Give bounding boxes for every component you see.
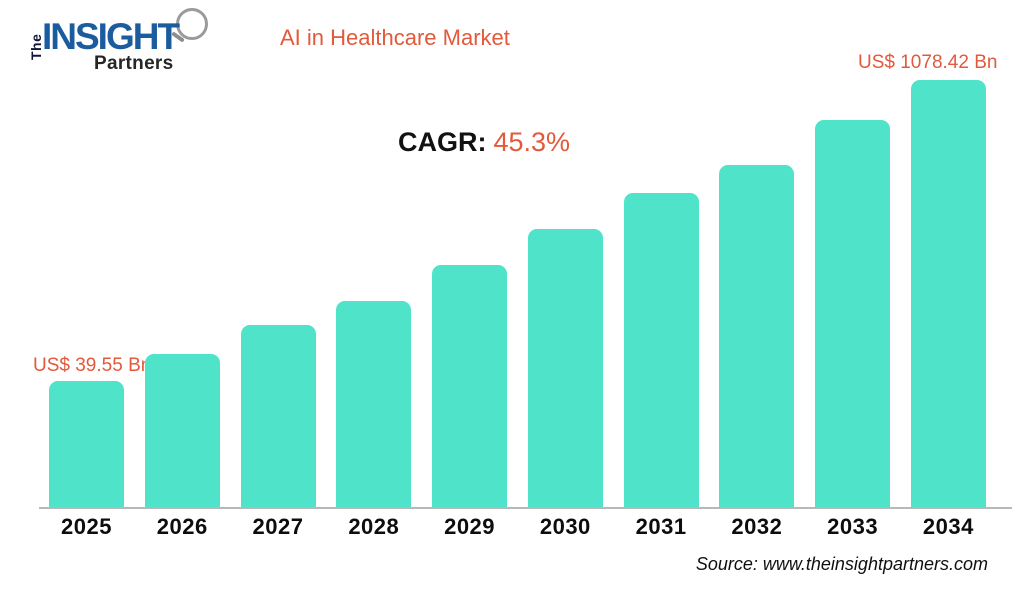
- first-bar-value-label: US$ 39.55 Bn: [33, 355, 152, 376]
- bar-2031: [623, 193, 699, 507]
- x-axis-label-2025: 2025: [61, 514, 112, 539]
- source-attribution: Source: www.theinsightpartners.com: [695, 554, 988, 574]
- bar-2034: [910, 80, 986, 507]
- last-bar-value-label: US$ 1078.42 Bn: [858, 52, 998, 73]
- bar-2030: [527, 229, 603, 507]
- bar-2027: [240, 325, 316, 507]
- bar-2029: [432, 265, 508, 507]
- x-axis-label-2034: 2034: [922, 514, 974, 539]
- cagr-value: 45.3%: [493, 127, 571, 157]
- bar-2033: [815, 120, 891, 507]
- bars-row: [49, 77, 986, 507]
- logo-partners-text: Partners: [94, 53, 174, 74]
- bar-2028: [336, 301, 412, 507]
- x-axis-label-2030: 2030: [539, 514, 591, 539]
- x-axis-label-2031: 2031: [635, 514, 687, 539]
- x-axis-label-2027: 2027: [252, 514, 304, 539]
- bar-2026: [144, 354, 220, 507]
- x-axis-label-2029: 2029: [444, 514, 496, 539]
- cagr-annotation: CAGR: 45.3%: [398, 127, 570, 158]
- brand-logo: The INSIGHT Partners: [28, 6, 228, 76]
- x-axis-label-2028: 2028: [348, 514, 400, 539]
- bar-2025: [49, 381, 124, 507]
- years-row: 2025 2026 2027 2028 2029 2030 2031 2032 2033 2034: [49, 514, 986, 540]
- x-axis-label-2033: 2033: [827, 514, 879, 539]
- cagr-label: CAGR:: [398, 127, 487, 157]
- x-axis-line: [39, 507, 1012, 509]
- chart-title: AI in Healthcare Market: [280, 25, 510, 50]
- magnifier-lens-icon: [176, 8, 208, 40]
- logo-insight-text: INSIGHT: [42, 16, 180, 57]
- bar-2032: [719, 165, 795, 507]
- x-axis-label-2026: 2026: [156, 514, 208, 539]
- x-axis-label-2032: 2032: [731, 514, 783, 539]
